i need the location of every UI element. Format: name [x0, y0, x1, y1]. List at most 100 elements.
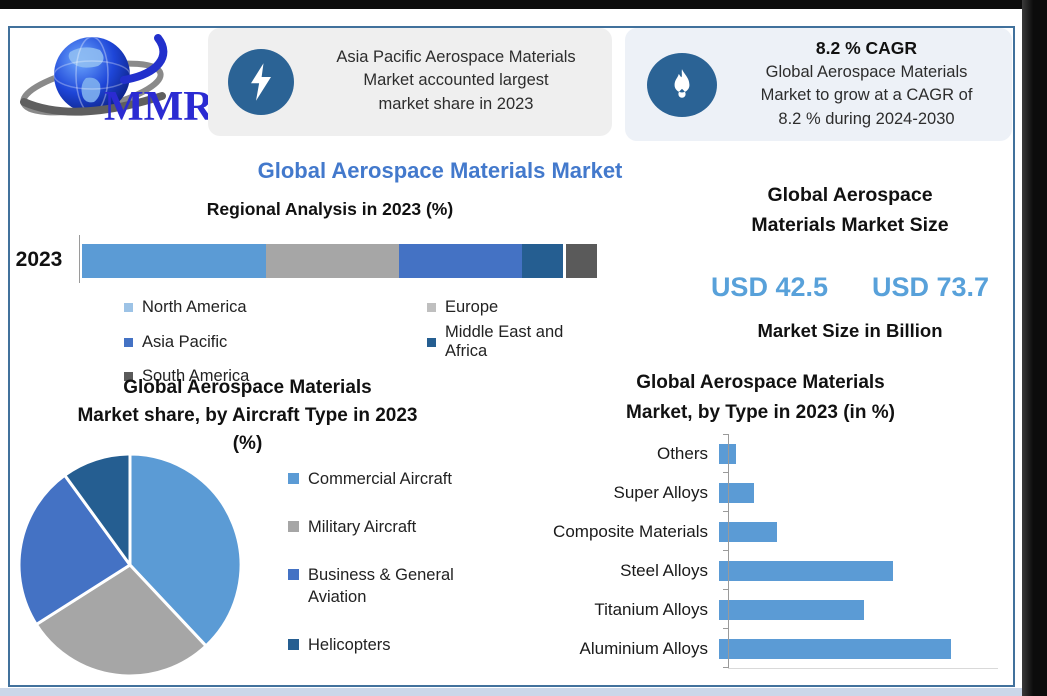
legend-item-south-america: South America — [124, 367, 427, 386]
bar-track — [718, 629, 1005, 668]
logo-text: MMR — [104, 84, 212, 128]
bar-segment-north-america — [82, 244, 267, 278]
callout-line: Asia Pacific Aerospace Materials — [336, 48, 576, 66]
type-category-axis — [728, 434, 729, 668]
type-value-axis — [728, 668, 998, 669]
pie-slice-military-aircraft — [34, 563, 208, 678]
callout-line: Global Aerospace Materials — [765, 62, 968, 81]
bar-composite-materials — [719, 521, 777, 542]
market-size-title: Global Aerospace Materials Market Size — [688, 180, 1012, 240]
legend-label: Military Aircraft — [308, 518, 417, 536]
bar-others — [719, 443, 737, 464]
pie-title-line: (%) — [232, 433, 263, 454]
axis-tick — [723, 550, 729, 551]
callout-cagr-text: 8.2 % CAGR Global Aerospace Materials Ma… — [727, 36, 1006, 131]
axis-tick — [723, 628, 729, 629]
legend-label: Helicopters — [308, 636, 391, 654]
top-black-strip — [0, 0, 1047, 9]
category-label: Aluminium Alloys — [579, 638, 709, 658]
market-size-caption: Market Size in Billion — [757, 320, 943, 341]
bar-row-steel-alloys: Steel Alloys — [530, 551, 1005, 590]
legend-label: Europe — [445, 298, 499, 316]
lightning-icon — [228, 49, 294, 115]
type-chart-title: Global Aerospace Materials Market, by Ty… — [528, 368, 993, 428]
legend-label: Business & General Aviation — [308, 566, 454, 606]
logo-landmass-north — [68, 47, 104, 68]
pie-chart — [17, 452, 243, 678]
type-title-line: Global Aerospace Materials — [636, 372, 885, 393]
year-axis-label: 2023 — [15, 248, 63, 271]
legend-item-business-general-aviation: Business & General Aviation — [288, 564, 483, 608]
category-label: Steel Alloys — [620, 560, 708, 580]
bar-track — [718, 434, 1005, 473]
logo-swoosh-front — [20, 92, 166, 116]
pie-slice-helicopters — [63, 452, 132, 567]
callout-asia-pacific-text: Asia Pacific Aerospace Materials Market … — [308, 46, 604, 116]
cagr-value: 8.2 % CAGR — [815, 38, 918, 58]
callout-line: market share in 2023 — [378, 94, 534, 113]
callout-line: 8.2 % during 2024-2030 — [778, 109, 955, 128]
callout-line: Market accounted largest — [363, 71, 549, 90]
bar-aluminium-alloys — [719, 638, 951, 659]
bar-segment-europe — [266, 244, 400, 278]
bar-segment-middle-east-and-africa — [522, 244, 564, 278]
legend-item-north-america: North America — [124, 298, 427, 317]
bar-row-composite-materials: Composite Materials — [530, 512, 1005, 551]
legend-item-military-aircraft: Military Aircraft — [288, 516, 483, 538]
bar-segment-south-america — [566, 244, 597, 278]
category-label: Super Alloys — [613, 482, 709, 502]
callout-asia-pacific: Asia Pacific Aerospace Materials Market … — [208, 28, 612, 136]
category-label: Titanium Alloys — [594, 599, 708, 619]
pie-title-line: Market share, by Aircraft Type in 2023 — [77, 405, 418, 426]
regional-chart-title: Regional Analysis in 2023 (%) — [206, 199, 454, 219]
legend-swatch — [288, 521, 299, 532]
market-size-panel: Global Aerospace Materials Market Size U… — [688, 180, 1012, 342]
right-black-strip — [1022, 0, 1047, 696]
bar-track — [718, 590, 1005, 629]
market-size-2030-value: USD 73.7 — [872, 272, 990, 302]
regional-legend: North America Europe Asia Pacific Middle Ea… — [124, 298, 594, 386]
bar-row-aluminium-alloys: Aluminium Alloys — [530, 629, 1005, 668]
category-label: Others — [656, 443, 708, 463]
bar-row-super-alloys: Super Alloys — [530, 473, 1005, 512]
callout-line: Market to grow at a CAGR of — [760, 86, 973, 105]
market-size-title-line: Materials Market Size — [751, 214, 949, 236]
callout-cagr: 8.2 % CAGR Global Aerospace Materials Ma… — [625, 28, 1012, 141]
bar-titanium-alloys — [719, 599, 864, 620]
pie-title-line: Global Aerospace Materials — [123, 377, 372, 398]
legend-swatch — [124, 337, 133, 347]
globe-icon: MMR — [20, 34, 214, 130]
legend-label: South America — [142, 367, 250, 385]
legend-label: Middle East and Africa — [445, 323, 564, 360]
legend-label: North America — [142, 298, 247, 316]
axis-tick — [723, 589, 729, 590]
type-bar-chart: Others Super Alloys Composite Materials Ste… — [530, 434, 1005, 669]
bottom-strip — [0, 688, 1022, 696]
legend-item-helicopters: Helicopters — [288, 634, 483, 656]
legend-label: Asia Pacific — [142, 332, 228, 351]
bar-super-alloys — [719, 482, 754, 503]
bar-row-others: Others — [530, 434, 1005, 473]
legend-item-middle-east-and-africa: Middle East and Africa — [427, 323, 594, 361]
legend-label: Commercial Aircraft — [308, 470, 452, 488]
category-label: Composite Materials — [553, 521, 708, 541]
legend-item-asia-pacific: Asia Pacific — [124, 323, 427, 361]
logo-blue-swoosh — [120, 34, 168, 84]
legend-swatch — [427, 337, 436, 347]
axis-tick — [723, 511, 729, 512]
legend-swatch — [288, 569, 299, 580]
legend-swatch — [288, 639, 299, 650]
bar-row-titanium-alloys: Titanium Alloys — [530, 590, 1005, 629]
axis-tick — [723, 434, 729, 435]
type-title-line: Market, by Type in 2023 (in %) — [626, 402, 895, 423]
pie-legend: Commercial Aircraft Military Aircraft Busi… — [288, 468, 483, 656]
market-size-2023-value: USD 42.5 — [710, 272, 828, 302]
bar-track — [718, 512, 1005, 551]
legend-swatch — [288, 473, 299, 484]
pie-slice-commercial-aircraft — [128, 452, 243, 648]
bar-track — [718, 551, 1005, 590]
logo-landmass-south — [81, 77, 101, 103]
legend-swatch — [124, 372, 133, 381]
pie-slice-business-general-aviation — [17, 473, 132, 626]
